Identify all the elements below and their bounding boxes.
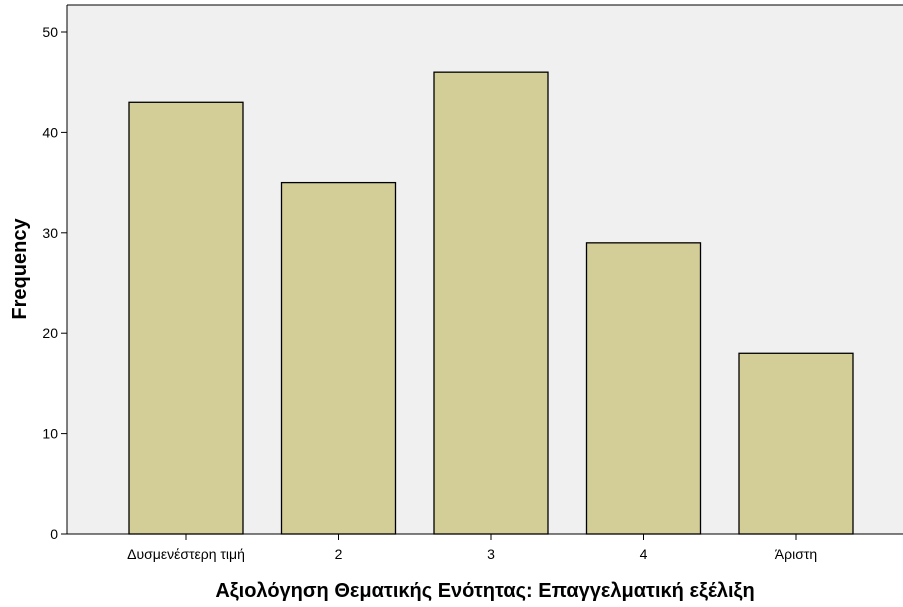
x-ticks-group: Δυσμενέστερη τιμή 2 3 4 Άριστη (127, 534, 817, 562)
y-ticks-group: 0 10 20 30 40 50 (42, 24, 67, 542)
x-tick-label: Άριστη (775, 546, 817, 562)
x-tick-label: 4 (640, 546, 648, 562)
y-tick-label: 0 (50, 526, 58, 542)
bar-0 (128, 101, 244, 535)
bar-1 (280, 181, 397, 535)
y-axis-title: Frequency (9, 218, 31, 320)
x-tick-label: Δυσμενέστερη τιμή (127, 546, 245, 562)
bars-group (128, 71, 854, 535)
x-tick-label: 2 (335, 546, 343, 562)
y-tick-label: 10 (42, 426, 58, 442)
bar-3 (585, 242, 702, 535)
y-tick-label: 30 (42, 225, 58, 241)
y-tick-label: 40 (42, 124, 58, 140)
bar-4 (738, 352, 854, 535)
bar-2 (433, 71, 549, 535)
x-tick-label: 3 (487, 546, 495, 562)
y-tick-label: 20 (42, 325, 58, 341)
x-axis-title: Αξιολόγηση Θεματικής Ενότητας: Επαγγελμα… (215, 580, 754, 602)
y-tick-label: 50 (42, 24, 58, 40)
